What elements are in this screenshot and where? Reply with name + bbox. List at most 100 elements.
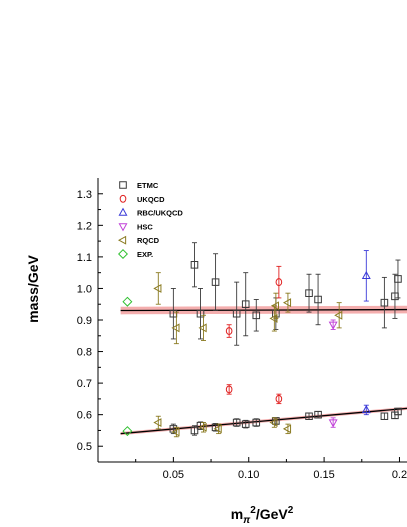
marker: [314, 410, 322, 419]
marker: [213, 424, 222, 434]
legend-marker: [119, 181, 127, 189]
marker: [232, 418, 241, 427]
legend-marker: [118, 235, 127, 245]
y-tick-label: 1.3: [77, 189, 92, 201]
y-tick-label: 0.9: [77, 315, 92, 327]
point-rbc-ukqcd-1: [361, 404, 371, 416]
point-rqcd-8: [171, 426, 180, 438]
point-hsc-1: [328, 417, 338, 428]
point-etmc-21: [305, 412, 313, 421]
legend-item-rqcd: RQCD: [118, 235, 160, 245]
y-tick-label: 0.6: [77, 410, 92, 422]
legend-label: ETMC: [137, 181, 159, 190]
marker: [380, 298, 389, 307]
point-ukqcd-2: [225, 384, 233, 395]
point-etmc-12: [394, 259, 402, 299]
marker: [394, 407, 402, 416]
legend: ETMC UKQCD RBC/UKQCD HSC RQCD EXP.: [118, 181, 183, 259]
point-etmc-9: [314, 273, 322, 326]
point-rqcd-1: [171, 311, 180, 345]
point-etmc-3: [211, 253, 220, 311]
marker: [190, 260, 199, 269]
marker: [211, 278, 220, 286]
point-rqcd-11: [269, 417, 278, 428]
marker: [198, 323, 207, 333]
marker: [314, 295, 322, 304]
point-exp-1: [122, 426, 133, 437]
point-rqcd-6: [334, 302, 343, 329]
point-etmc-22: [314, 410, 322, 419]
marker: [334, 310, 343, 320]
marker: [361, 404, 371, 414]
fit-line-0: [120, 308, 407, 312]
point-exp-0: [122, 296, 133, 307]
marker: [198, 422, 207, 432]
fit-line-1: [120, 407, 407, 435]
point-rqcd-7: [153, 415, 162, 430]
point-etmc-17: [232, 418, 241, 427]
x-tick-label: 0.05: [163, 469, 184, 481]
legend-item-ukqcd: UKQCD: [119, 194, 165, 204]
y-tick-label: 1.1: [77, 252, 92, 264]
point-ukqcd-3: [275, 393, 283, 405]
legend-marker: [118, 207, 128, 216]
legend-item-exp: EXP.: [118, 249, 153, 259]
point-etmc-1: [190, 242, 199, 288]
point-etmc-23: [380, 412, 389, 421]
fit-bands: [120, 305, 407, 436]
marker: [122, 426, 133, 437]
point-etmc-14: [190, 425, 199, 436]
marker: [305, 412, 313, 421]
marker: [225, 385, 233, 394]
y-tick-label: 1.2: [77, 220, 92, 232]
point-rqcd-5: [282, 292, 292, 313]
point-rqcd-10: [213, 423, 222, 435]
y-tick-label: 0.5: [77, 441, 92, 453]
point-etmc-18: [241, 419, 250, 429]
marker: [252, 311, 261, 320]
data-points: [122, 242, 402, 438]
legend-marker: [119, 194, 127, 203]
point-rqcd-0: [153, 272, 162, 305]
legend-item-hsc: HSC: [118, 222, 153, 232]
y-tick-label: 0.7: [77, 378, 92, 390]
marker: [272, 417, 280, 425]
marker: [391, 292, 399, 301]
marker: [241, 420, 250, 428]
legend-label: RQCD: [137, 236, 160, 245]
marker: [282, 298, 292, 308]
marker: [275, 394, 283, 403]
x-tick-label: 0.2: [392, 469, 407, 481]
marker: [282, 424, 292, 434]
point-etmc-19: [252, 418, 261, 427]
marker: [225, 327, 233, 336]
marker: [391, 411, 399, 420]
point-ukqcd-0: [225, 324, 233, 338]
point-etmc-25: [394, 407, 402, 416]
legend-item-rbc-ukqcd: RBC/UKQCD: [118, 207, 183, 218]
point-etmc-5: [241, 272, 250, 337]
marker: [328, 321, 338, 330]
legend-label: EXP.: [137, 250, 153, 259]
point-hsc-0: [328, 319, 338, 330]
legend-marker: [118, 223, 128, 232]
legend-label: UKQCD: [137, 195, 165, 204]
marker: [153, 283, 162, 293]
y-tick-label: 0.8: [77, 347, 92, 359]
marker: [380, 412, 389, 421]
point-rqcd-12: [282, 423, 292, 435]
marker: [275, 278, 283, 287]
marker: [122, 296, 133, 307]
marker: [190, 426, 199, 435]
marker: [361, 270, 371, 279]
point-etmc-10: [380, 276, 389, 329]
marker: [328, 419, 338, 428]
point-etmc-6: [252, 299, 261, 332]
point-rqcd-9: [198, 422, 207, 433]
y-axis-title: mass/GeV: [25, 254, 41, 322]
marker: [252, 418, 261, 427]
point-etmc-8: [305, 273, 313, 313]
marker: [270, 301, 280, 311]
x-tick-label: 0.10: [238, 469, 259, 481]
x-tick-label: 0.15: [313, 469, 334, 481]
